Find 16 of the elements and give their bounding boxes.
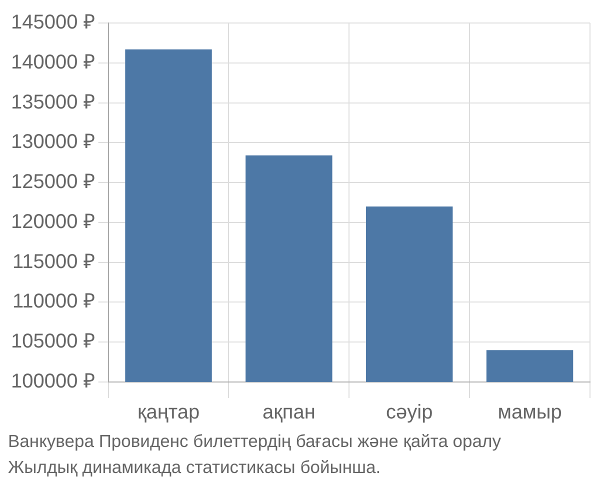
- y-tick-label: 110000 ₽: [12, 290, 96, 313]
- y-tick-label: 140000 ₽: [11, 51, 96, 74]
- x-tick-label: сәуір: [386, 402, 433, 424]
- y-tick-label: 120000 ₽: [11, 210, 96, 233]
- x-tick-label: мамыр: [498, 402, 562, 424]
- y-tick-label: 115000 ₽: [12, 250, 96, 273]
- text: Ванкувера Провиденс билеттердің бағасы және қайта оралу: [8, 430, 502, 453]
- y-tick-label: 145000 ₽: [11, 12, 96, 34]
- y-tick-label: 105000 ₽: [11, 330, 96, 353]
- y-tick-label: 130000 ₽: [11, 131, 96, 154]
- y-tick-label: 125000 ₽: [11, 171, 96, 194]
- x-tick-label: ақпан: [262, 402, 316, 424]
- x-tick-label: қаңтар: [137, 402, 200, 424]
- y-tick-label: 100000 ₽: [11, 370, 96, 393]
- y-tick-label: 135000 ₽: [11, 91, 96, 114]
- text: Жылдық динамикада статистикасы бойынша.: [8, 456, 382, 479]
